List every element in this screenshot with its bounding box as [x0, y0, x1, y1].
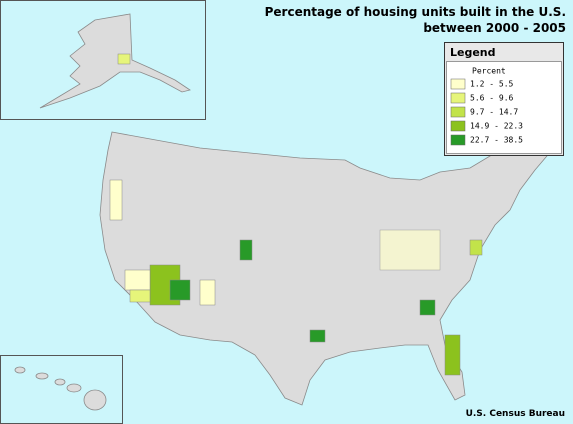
- legend-label: 22.7 - 38.5: [470, 136, 523, 145]
- regions: [109, 179, 483, 376]
- legend-subtitle: Percent: [472, 67, 506, 76]
- alaska: [39, 13, 191, 109]
- contiguous-us: [99, 131, 553, 406]
- legend-title: Legend: [450, 46, 496, 59]
- title: Percentage of housing units built in the…: [265, 5, 566, 19]
- hawaii: [14, 366, 107, 411]
- legend-label: 5.6 - 9.6: [470, 94, 514, 103]
- legend-label: 1.2 - 5.5: [470, 80, 514, 89]
- legend-swatch: [450, 92, 466, 104]
- region: [117, 53, 131, 65]
- legend-panel: [446, 61, 562, 154]
- legend-swatch: [450, 120, 466, 132]
- legend: Legend Percent 1.2 - 5.5 5.6 - 9.6 9.7 - 1…: [444, 42, 564, 156]
- legend-label: 9.7 - 14.7: [470, 108, 518, 117]
- source: U.S. Census Bureau: [466, 409, 565, 419]
- title: between 2000 - 2005: [423, 21, 566, 35]
- legend-label: 14.9 - 22.3: [470, 122, 523, 131]
- legend-swatch: [450, 134, 466, 146]
- legend-swatch: [450, 106, 466, 118]
- legend-swatch: [450, 78, 466, 90]
- hawaii-inset: [0, 355, 123, 424]
